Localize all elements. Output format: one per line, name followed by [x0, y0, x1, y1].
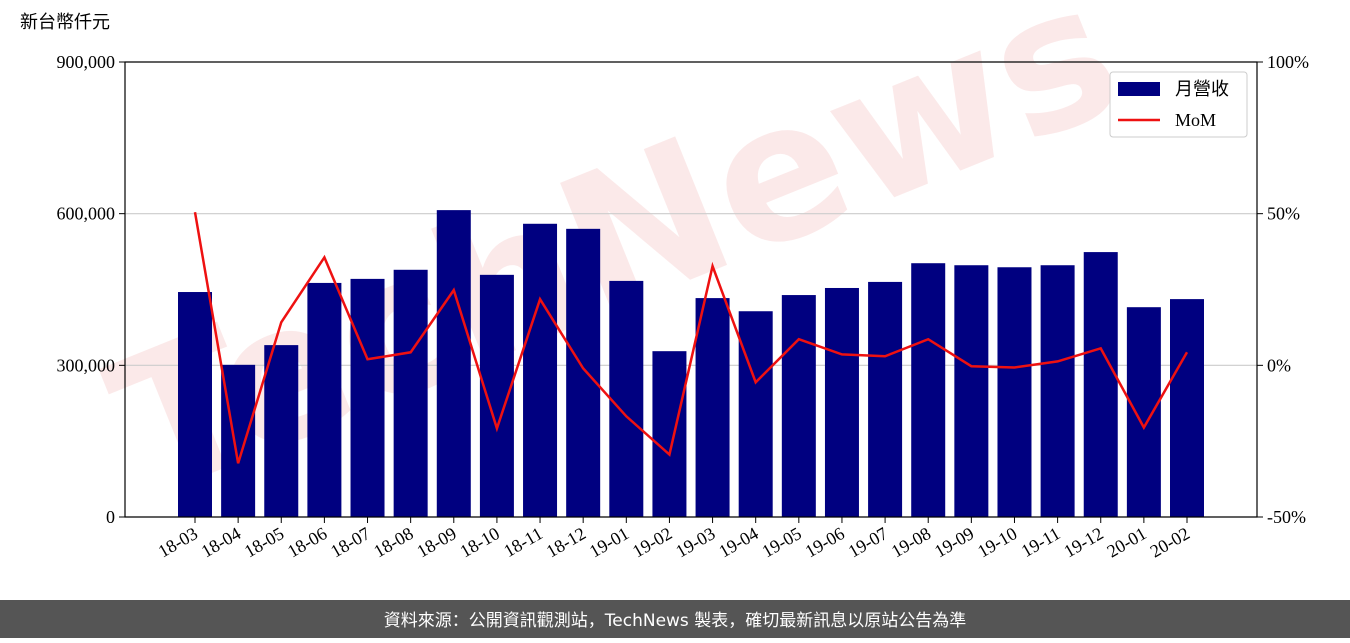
bar	[695, 298, 730, 517]
bar	[781, 295, 816, 517]
y2-tick-label: 50%	[1267, 204, 1300, 224]
y2-tick-label: -50%	[1267, 507, 1306, 527]
bar	[566, 228, 601, 518]
legend-label: MoM	[1175, 110, 1216, 130]
bar	[911, 263, 946, 517]
x-tick-label: 18-11	[500, 523, 546, 561]
x-tick-label: 18-09	[413, 523, 459, 561]
bar	[1083, 252, 1118, 518]
bar	[954, 265, 989, 517]
x-tick-label: 18-04	[198, 523, 244, 561]
bar	[264, 345, 299, 517]
x-tick-label: 19-07	[845, 523, 891, 561]
bar	[824, 287, 859, 517]
x-tick-label: 20-01	[1103, 523, 1149, 561]
x-tick-label: 18-12	[543, 523, 589, 561]
x-tick-label: 20-02	[1147, 523, 1193, 561]
y-tick-label: 600,000	[57, 204, 116, 224]
legend: 月營收 MoM	[1109, 71, 1248, 138]
y-axis-label: 新台幣仟元	[20, 12, 110, 33]
x-tick-label: 19-05	[758, 523, 804, 561]
legend-swatch	[1118, 82, 1160, 96]
line	[193, 211, 1189, 464]
y-tick-label: 0	[106, 507, 115, 527]
bar	[997, 267, 1032, 517]
y2-tick-label: 100%	[1267, 52, 1309, 72]
bar	[1170, 299, 1204, 517]
x-tick-label: 18-08	[370, 523, 416, 561]
bar	[436, 210, 471, 517]
x-tick-label: 19-01	[586, 523, 632, 561]
bar	[178, 292, 212, 517]
bar	[609, 280, 644, 517]
x-tick-label: 19-11	[1018, 523, 1064, 561]
x-tick-label: 19-10	[974, 523, 1020, 561]
y-tick-label: 900,000	[57, 52, 116, 72]
footer: 資料來源：公開資訊觀測站，TechNews 製表，確切最新訊息以原站公告為準	[384, 611, 966, 631]
bar	[652, 351, 687, 517]
x-tick-label: 19-12	[1060, 523, 1106, 561]
x-tick-label: 19-06	[802, 523, 848, 561]
x-tick-label: 18-07	[327, 523, 373, 561]
x-tick-label: 18-06	[284, 523, 330, 561]
y-tick-label: 300,000	[57, 355, 116, 375]
bar	[1126, 307, 1161, 517]
x-tick-label: 18-05	[241, 523, 287, 561]
bar	[1040, 265, 1075, 517]
x-tick-label: 19-09	[931, 523, 977, 561]
legend-label: 月營收	[1175, 79, 1229, 100]
bar	[307, 282, 342, 517]
y2-tick-label: 0%	[1267, 355, 1291, 375]
bar	[738, 311, 773, 517]
bar	[523, 223, 558, 517]
bar	[868, 281, 903, 517]
x-tick-label: 19-03	[672, 523, 718, 561]
x-tick-label: 19-02	[629, 523, 675, 561]
bar	[350, 278, 385, 517]
plot-frame	[124, 61, 1258, 518]
bar	[393, 269, 428, 517]
x-tick-label: 18-10	[457, 523, 503, 561]
footer-bar	[0, 600, 1350, 638]
x-tick-label: 19-08	[888, 523, 934, 561]
x-tick-label: 19-04	[715, 523, 761, 561]
